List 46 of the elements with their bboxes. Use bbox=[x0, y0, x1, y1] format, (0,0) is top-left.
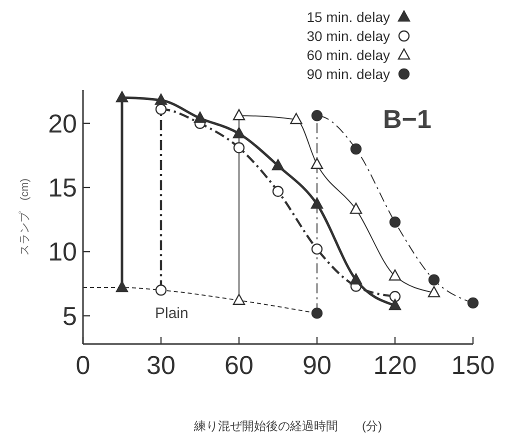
point bbox=[350, 143, 362, 155]
point bbox=[116, 91, 128, 102]
point bbox=[310, 198, 324, 209]
x-tick-label: 90 bbox=[302, 350, 332, 380]
point bbox=[194, 112, 206, 123]
point bbox=[272, 186, 284, 197]
point bbox=[155, 284, 167, 296]
point bbox=[311, 110, 323, 122]
point bbox=[389, 290, 401, 302]
point bbox=[428, 286, 440, 298]
point bbox=[116, 280, 128, 292]
point bbox=[350, 202, 362, 214]
point bbox=[428, 274, 440, 286]
x-tick-label: 60 bbox=[224, 350, 254, 380]
point bbox=[155, 104, 167, 115]
point bbox=[311, 308, 323, 319]
y-tick-label: 20 bbox=[48, 108, 77, 138]
series-label: Plain bbox=[155, 305, 188, 322]
point bbox=[233, 142, 245, 154]
legend-label: 60 min. delay bbox=[306, 47, 390, 63]
point bbox=[272, 159, 284, 170]
point bbox=[232, 109, 246, 120]
y-axis-title: スランプ (cm) bbox=[18, 178, 31, 256]
legend-label: 90 min. delay bbox=[306, 66, 390, 82]
point bbox=[154, 94, 168, 105]
x-tick-label: 120 bbox=[373, 350, 417, 380]
point bbox=[311, 243, 323, 255]
point bbox=[232, 294, 246, 305]
y-tick-label: 15 bbox=[48, 172, 77, 202]
x-axis-title: 練り混ぜ開始後の経過時間 (分) bbox=[193, 419, 382, 433]
x-tick-label: 0 bbox=[76, 350, 90, 380]
point bbox=[290, 112, 302, 124]
legend-label: 15 min. delay bbox=[306, 9, 390, 25]
y-tick-label: 10 bbox=[48, 236, 77, 267]
point bbox=[350, 273, 362, 284]
point bbox=[467, 297, 479, 309]
x-tick-label: 30 bbox=[146, 350, 176, 380]
legend-label: 30 min. delay bbox=[306, 28, 390, 44]
point bbox=[388, 298, 402, 310]
x-tick-label: 150 bbox=[451, 350, 495, 380]
point bbox=[232, 127, 246, 138]
point bbox=[310, 158, 324, 170]
point bbox=[388, 269, 402, 281]
point bbox=[389, 216, 401, 228]
y-tick-label: 5 bbox=[62, 300, 77, 331]
annotation: B−1 bbox=[383, 104, 432, 134]
